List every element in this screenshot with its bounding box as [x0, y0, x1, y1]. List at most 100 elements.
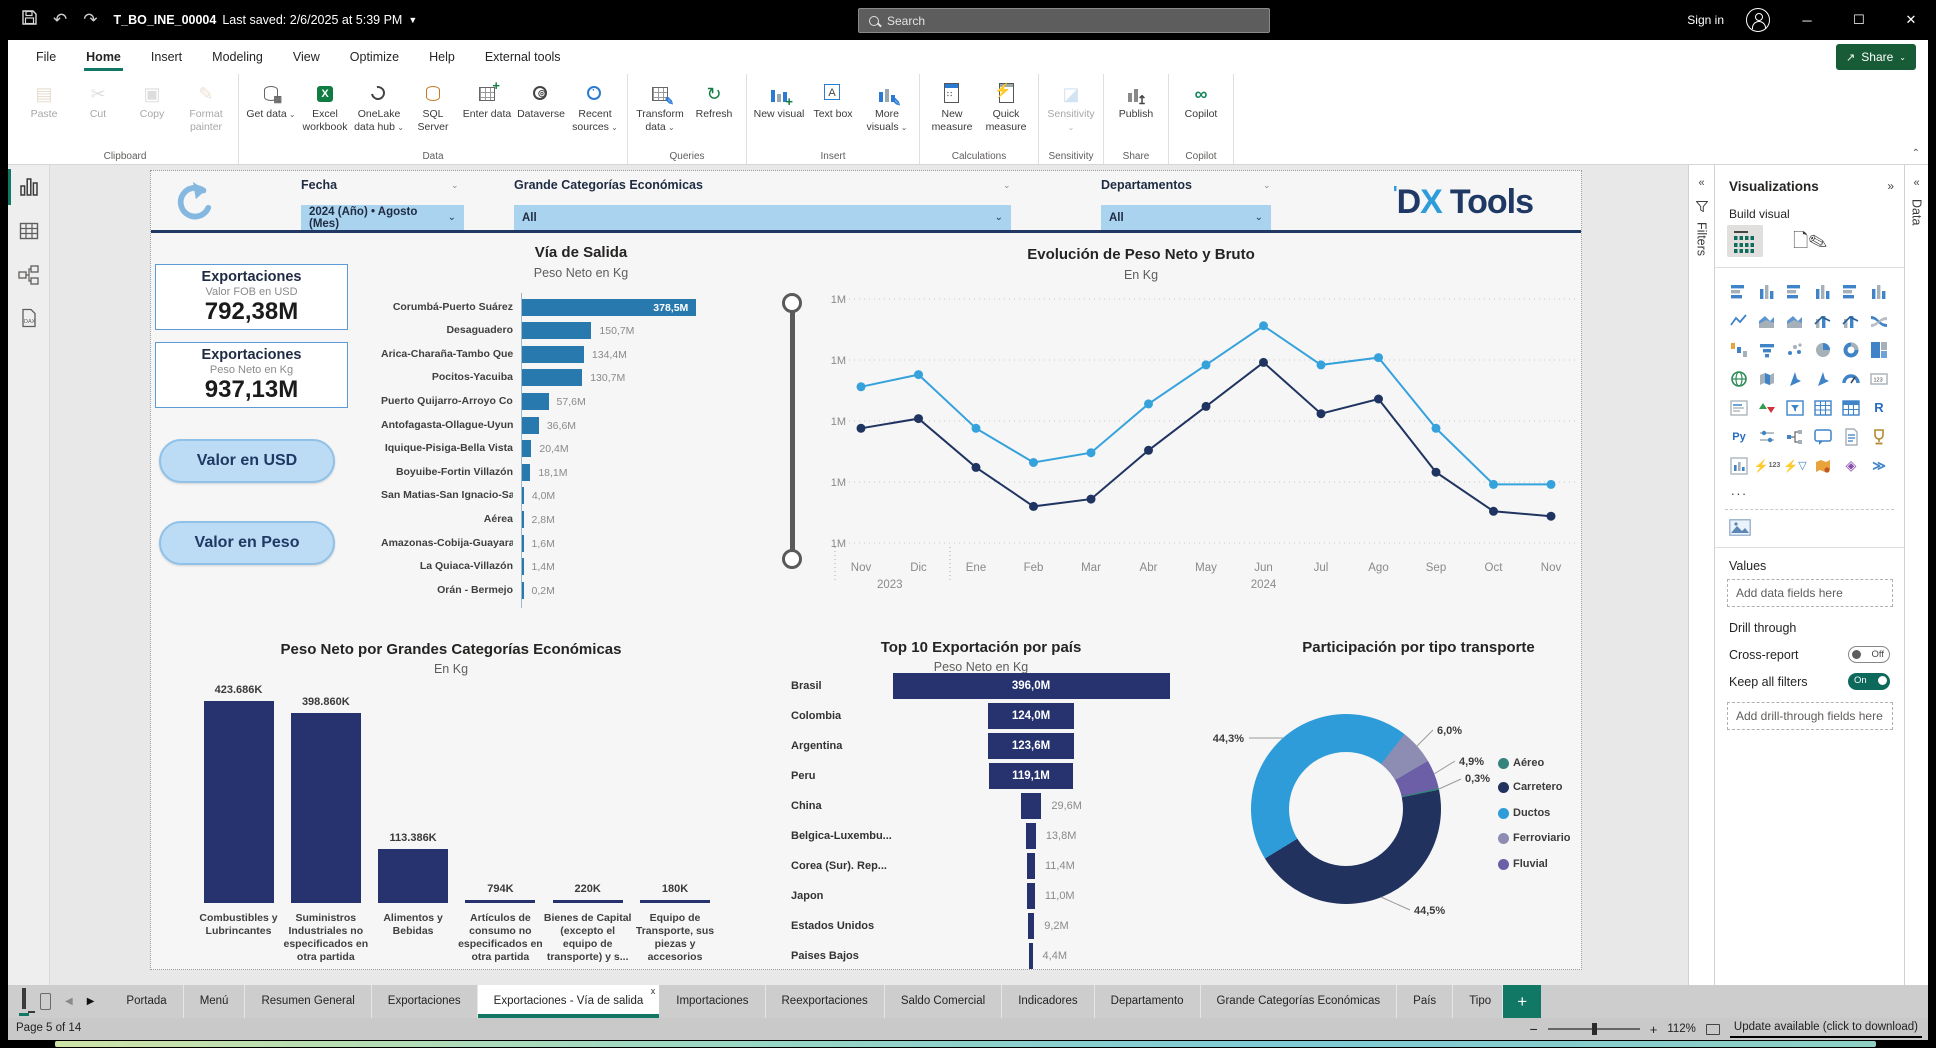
bar[interactable]: [522, 510, 524, 528]
funnel-bar[interactable]: [987, 703, 1075, 729]
ribbon-button-dataverse[interactable]: ◎ Dataverse: [515, 78, 567, 121]
page-tab-grande-categorías-económicas[interactable]: Grande Categorías Económicas: [1201, 985, 1398, 1018]
funnel-bar[interactable]: [987, 733, 1075, 759]
update-available-link[interactable]: Update available (click to download): [1729, 1021, 1922, 1038]
viz-type-what-if[interactable]: ⚡ 123: [1753, 458, 1781, 473]
expand-data-icon[interactable]: «: [1913, 177, 1920, 189]
ribbon-button-sql-server[interactable]: SQL Server: [407, 78, 459, 133]
viz-type-area[interactable]: [1753, 306, 1781, 335]
menu-optimize[interactable]: Optimize: [349, 50, 400, 64]
funnel-bar[interactable]: [892, 673, 1170, 699]
ribbon-button-recent-sources[interactable]: · Recent sources ⌄: [569, 78, 621, 133]
ribbon-button-new-visual[interactable]: + New visual: [753, 78, 805, 121]
sign-in-link[interactable]: Sign in: [1687, 13, 1724, 27]
page-tab-menú[interactable]: Menú: [184, 985, 246, 1018]
ribbon-button-text-box[interactable]: A Text box: [807, 78, 859, 121]
zoom-slider[interactable]: [1547, 1023, 1640, 1035]
viz-type-python[interactable]: Py: [1732, 430, 1746, 443]
viz-type-power-apps[interactable]: ◈: [1845, 457, 1857, 473]
menu-help[interactable]: Help: [429, 50, 455, 64]
chart-via-de-salida[interactable]: Vía de Salida Peso Neto en Kg Corumbá-Puer…: [381, 233, 781, 653]
range-slider-handle[interactable]: [782, 293, 802, 313]
rail-dax-query-view[interactable]: DAX: [8, 297, 50, 341]
funnel-bar[interactable]: [989, 763, 1073, 789]
back-arrow-button[interactable]: [169, 179, 215, 230]
column-bar[interactable]: [378, 848, 449, 903]
viz-type-card[interactable]: 123: [1865, 364, 1893, 393]
viz-type-clustered-bar[interactable]: [1781, 277, 1809, 306]
page-tab-departamento[interactable]: Departamento: [1095, 985, 1201, 1018]
viz-type-power-automate[interactable]: ≫: [1872, 457, 1886, 473]
funnel-bar[interactable]: [1027, 913, 1035, 939]
viz-type-ribbon[interactable]: [1865, 306, 1893, 335]
bar[interactable]: [522, 581, 524, 599]
legend-item-aéreo[interactable]: Aéreo: [1498, 757, 1544, 769]
funnel-bar[interactable]: [1027, 853, 1035, 879]
column-bar[interactable]: [290, 712, 361, 903]
bar[interactable]: [522, 322, 592, 340]
bar[interactable]: [522, 487, 524, 505]
menu-modeling[interactable]: Modeling: [212, 50, 263, 64]
viz-type-filled-map[interactable]: [1753, 364, 1781, 393]
viz-type-gauge[interactable]: [1837, 364, 1865, 393]
viz-type-line[interactable]: [1725, 306, 1753, 335]
page-tab-país[interactable]: País: [1397, 985, 1454, 1018]
column-bar[interactable]: [640, 900, 710, 903]
viz-type-smart-filter[interactable]: ⚡ ▽: [1783, 458, 1807, 473]
column-bar[interactable]: [465, 900, 536, 903]
funnel-bar[interactable]: [1026, 823, 1036, 849]
legend-item-fluvial[interactable]: Fluvial: [1498, 858, 1548, 870]
bar[interactable]: [522, 392, 549, 410]
chart-categorias-economicas[interactable]: Peso Neto por Grandes Categorías Económi…: [191, 631, 721, 969]
chart-tipo-transporte[interactable]: Participación por tipo transporte 44,3% 6,…: [1171, 631, 1583, 969]
rail-table-view[interactable]: [8, 209, 50, 253]
collapse-ribbon-icon[interactable]: ⌃: [1911, 148, 1920, 159]
minimize-button[interactable]: ─: [1802, 12, 1812, 28]
add-drill-through-fields-dropzone[interactable]: Add drill-through fields here: [1727, 702, 1893, 730]
viz-type-table[interactable]: [1809, 393, 1837, 422]
slicer-dropdown-departamentos[interactable]: All ⌄: [1101, 205, 1271, 230]
filters-pane-collapsed[interactable]: « Filters: [1688, 165, 1714, 985]
expand-filters-icon[interactable]: «: [1698, 177, 1705, 189]
viz-type-arcgis[interactable]: [1809, 451, 1837, 480]
page-tab-tipo[interactable]: Tipo: [1453, 985, 1504, 1018]
slicer-header-chevron-icon[interactable]: ⌄: [1003, 180, 1011, 190]
page-tab-exportaciones[interactable]: Exportaciones: [372, 985, 478, 1018]
viz-type-map[interactable]: [1725, 364, 1753, 393]
viz-type-scatter[interactable]: [1781, 335, 1809, 364]
redo-icon[interactable]: ↷: [83, 10, 98, 29]
cross-report-toggle[interactable]: Off: [1848, 646, 1890, 663]
viz-type-100-stacked-bar[interactable]: [1837, 277, 1865, 306]
mobile-layout-button[interactable]: [40, 993, 51, 1010]
close-button[interactable]: ✕: [1905, 12, 1917, 27]
range-slider-track[interactable]: [790, 303, 795, 559]
ribbon-button-quick-measure[interactable]: ⚡ Quick measure: [980, 78, 1032, 133]
title-caret-icon[interactable]: ▼: [408, 15, 418, 25]
page-tab-portada[interactable]: Portada: [110, 985, 184, 1018]
zoom-out-button[interactable]: −: [1529, 1021, 1538, 1037]
viz-type-r-script[interactable]: R: [1874, 400, 1884, 415]
report-page[interactable]: 'DX Tools Fecha ⌄ 2024 (Año) • Agosto (Mes)…: [150, 170, 1582, 970]
bar[interactable]: [522, 440, 532, 458]
slicer-dropdown-grande-categorías-económicas[interactable]: All ⌄: [514, 205, 1011, 230]
viz-type-funnel[interactable]: [1753, 335, 1781, 364]
viz-type-shape-map[interactable]: [1781, 364, 1809, 393]
image-visual-icon[interactable]: [1729, 519, 1751, 541]
viz-type-decomposition-tree[interactable]: [1781, 422, 1809, 451]
zoom-in-button[interactable]: +: [1649, 1021, 1658, 1037]
viz-type-qa[interactable]: [1809, 422, 1837, 451]
page-tab-importaciones[interactable]: Importaciones: [660, 985, 766, 1018]
viz-type-stacked-bar[interactable]: [1725, 277, 1753, 306]
build-visual-mode-button[interactable]: [1727, 225, 1763, 257]
prev-page-arrow[interactable]: ◀: [65, 996, 73, 1007]
bar[interactable]: [522, 463, 531, 481]
viz-type-waterfall[interactable]: [1725, 335, 1753, 364]
viz-type-donut[interactable]: [1837, 335, 1865, 364]
legend-item-ductos[interactable]: Ductos: [1498, 807, 1550, 819]
menu-view[interactable]: View: [292, 50, 320, 64]
menu-home[interactable]: Home: [72, 40, 135, 74]
viz-type-stacked-column[interactable]: [1753, 277, 1781, 306]
bar[interactable]: [522, 345, 584, 363]
page-tab-exportaciones-vía-de-salida[interactable]: Exportaciones - Vía de salida x: [477, 985, 661, 1018]
viz-type-clustered-column[interactable]: [1809, 277, 1837, 306]
